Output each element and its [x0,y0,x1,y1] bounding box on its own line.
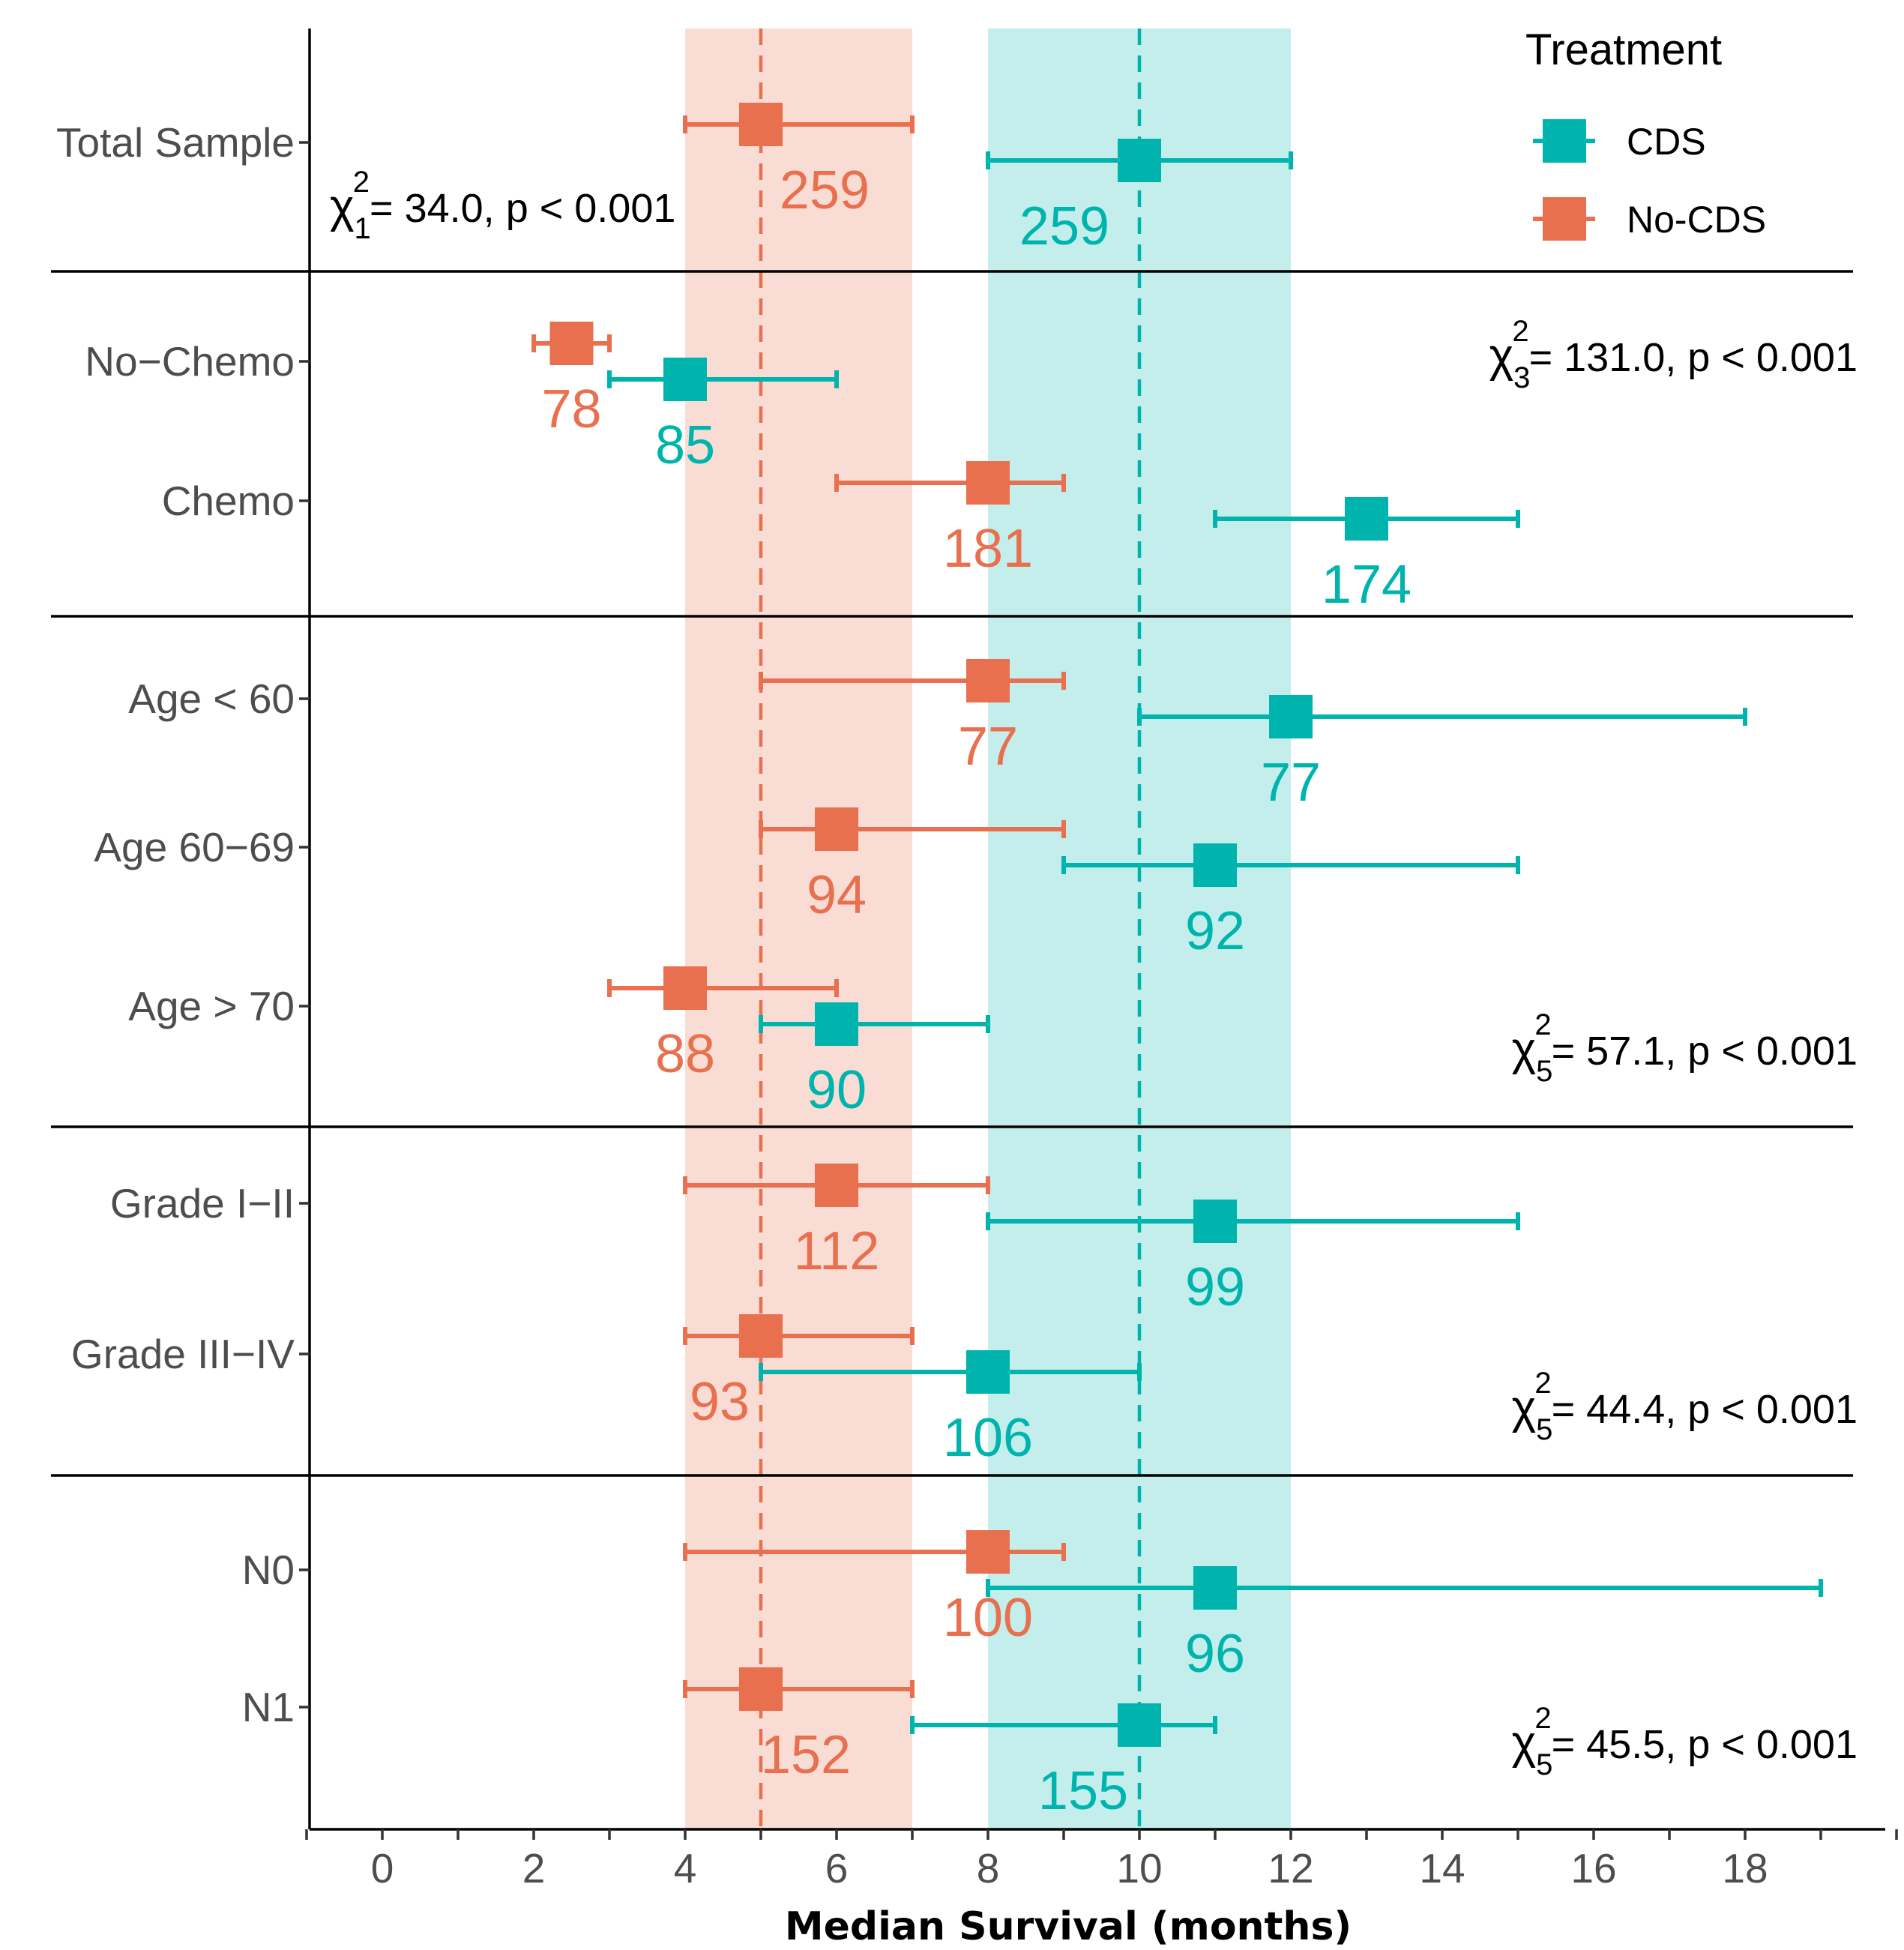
median-point-chemo-cds [1345,497,1388,541]
n-label-age-60-cds: 77 [1261,753,1321,813]
n-label-n0-no-cds: 100 [943,1588,1033,1648]
y-tick-label-chemo: Chemo [162,478,295,524]
chi-square-annotation-3: χ52= 57.1, p < 0.001 [1512,1008,1858,1088]
y-tick-label-age-70: Age > 70 [128,983,295,1029]
band-no-cds [685,28,912,1829]
median-point-grade-i-ii-cds [1193,1200,1237,1243]
n-label-grade-iii-iv-no-cds: 93 [690,1372,750,1432]
x-tick-label-14: 14 [1419,1845,1465,1892]
legend-label-cds: CDS [1627,121,1706,163]
n-label-age-60-69-cds: 92 [1185,901,1245,961]
legend-label-no-cds: No-CDS [1627,199,1766,241]
y-tick-label-age-60: Age < 60 [128,675,295,722]
n-label-total-sample-cds: 259 [1019,196,1109,256]
n-label-total-sample-no-cds: 259 [780,160,870,220]
median-point-age-60-no-cds [966,659,1010,702]
chi-square-annotation-5: χ52= 45.5, p < 0.001 [1512,1702,1858,1781]
x-tick-label-8: 8 [977,1845,1000,1892]
n-label-age-70-no-cds: 88 [655,1024,715,1084]
n-label-age-60-no-cds: 77 [958,717,1018,777]
median-point-n1-cds [1118,1703,1161,1747]
median-point-chemo-no-cds [966,461,1010,505]
n-label-age-70-cds: 90 [807,1060,867,1120]
median-point-total-sample-no-cds [739,103,783,146]
x-tick-label-2: 2 [522,1845,546,1892]
median-point-age-60-cds [1269,695,1313,738]
legend-title: Treatment [1525,25,1722,74]
chi-square-annotation-4: χ52= 44.4, p < 0.001 [1512,1367,1858,1446]
x-tick-label-0: 0 [371,1845,394,1892]
x-tick-label-4: 4 [674,1845,697,1892]
x-tick-label-12: 12 [1268,1845,1313,1892]
n-label-n0-cds: 96 [1185,1624,1245,1684]
median-point-n0-no-cds [966,1530,1010,1574]
n-label-n1-no-cds: 152 [761,1725,851,1785]
n-label-age-60-69-no-cds: 94 [807,865,867,925]
n-label-grade-iii-iv-cds: 106 [943,1408,1033,1468]
y-tick-label-grade-i-ii: Grade I−II [110,1180,295,1227]
median-point-grade-iii-iv-cds [966,1350,1010,1394]
median-point-n1-no-cds [739,1667,783,1711]
n-label-grade-i-ii-cds: 99 [1185,1257,1245,1317]
chi-square-annotation-1: χ12= 34.0, p < 0.001 [330,166,675,245]
y-tick-label-grade-iii-iv: Grade III−IV [71,1331,295,1377]
n-label-n1-cds: 155 [1038,1761,1128,1821]
y-tick-label-total-sample: Total Sample [56,119,295,166]
median-point-age-70-no-cds [663,966,707,1010]
median-point-no-chemo-no-cds [549,322,594,365]
median-point-age-70-cds [815,1002,858,1046]
n-label-grade-i-ii-no-cds: 112 [794,1221,880,1281]
y-tick-label-age-60-69: Age 60−69 [94,824,295,870]
n-label-no-chemo-cds: 85 [655,415,715,475]
x-tick-label-16: 16 [1570,1845,1616,1892]
x-tick-label-6: 6 [825,1845,849,1892]
median-point-n0-cds [1193,1566,1237,1610]
median-point-grade-iii-iv-no-cds [739,1314,783,1358]
median-point-no-chemo-cds [663,358,707,401]
legend-swatch-no-cds [1543,197,1586,241]
y-tick-label-n1: N1 [242,1684,295,1730]
median-point-grade-i-ii-no-cds [815,1164,858,1207]
y-tick-label-n0: N0 [242,1547,295,1593]
n-label-chemo-no-cds: 181 [943,519,1033,579]
n-label-no-chemo-no-cds: 78 [541,379,601,439]
n-label-chemo-cds: 174 [1322,555,1412,615]
legend-swatch-cds [1543,119,1586,163]
chi-square-annotation-2: χ32= 131.0, p < 0.001 [1489,315,1858,394]
x-tick-label-18: 18 [1722,1845,1768,1892]
x-axis-title: Median Survival (months) [785,1904,1352,1949]
x-tick-label-10: 10 [1116,1845,1162,1892]
median-point-age-60-69-no-cds [815,807,858,851]
median-point-age-60-69-cds [1193,843,1237,887]
median-point-total-sample-cds [1118,139,1161,182]
y-tick-label-no-chemo: No−Chemo [85,338,295,385]
